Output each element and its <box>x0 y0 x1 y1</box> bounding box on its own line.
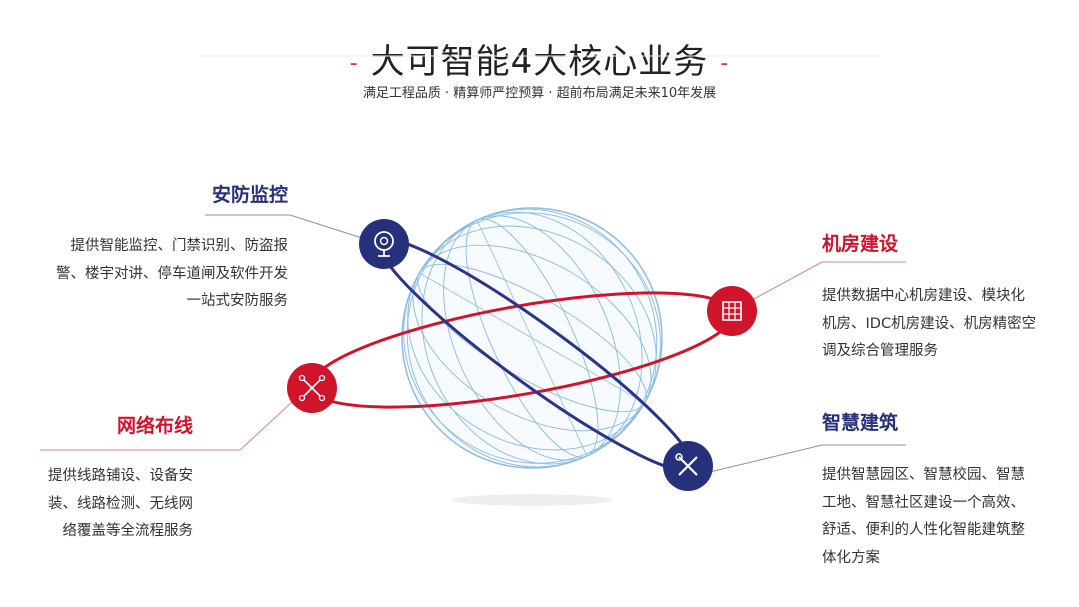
desc-line: 装、线路检测、无线网 <box>48 495 193 512</box>
webcam-icon[interactable] <box>359 219 409 269</box>
connector-cabling <box>40 401 293 451</box>
service-title-security: 安防监控 <box>211 184 288 206</box>
desc-line: 警、楼宇对讲、停车道闸及软件开发 <box>56 265 288 282</box>
building-icon[interactable] <box>707 286 757 336</box>
service-desc-security: 提供智能监控、门禁识别、防盗报 警、楼宇对讲、停车道闸及软件开发 一站式安防服务 <box>20 233 288 316</box>
desc-line: 工地、智慧社区建设一个高效、 <box>822 494 1025 511</box>
desc-line: 络覆盖等全流程服务 <box>62 523 194 539</box>
desc-line: 提供智能监控、门禁识别、防盗报 <box>70 238 289 254</box>
service-desc-datacenter: 提供数据中心机房建设、模块化 机房、IDC机房建设、机房精密空 调及综合管理服务 <box>822 283 1072 366</box>
service-desc-building: 提供智慧园区、智慧校园、智慧 工地、智慧社区建设一个高效、 舒适、便利的人性化智… <box>822 462 1072 572</box>
desc-line: 调及综合管理服务 <box>822 343 938 359</box>
globe-line <box>406 208 658 468</box>
service-title-cabling: 网络布线 <box>116 415 193 437</box>
globe-shadow <box>452 494 612 506</box>
page-title: - 大可智能4大核心业务 - <box>0 34 1079 83</box>
network-icon[interactable] <box>287 363 337 413</box>
desc-line: 体化方案 <box>822 549 880 566</box>
title-dash-left: - <box>349 51 359 76</box>
service-desc-cabling: 提供线路铺设、设备安 装、线路检测、无线网 络覆盖等全流程服务 <box>20 463 193 546</box>
service-title-datacenter: 机房建设 <box>822 233 899 255</box>
tools-icon[interactable] <box>663 441 713 491</box>
desc-line: 舒适、便利的人性化智能建筑整 <box>822 522 1025 538</box>
service-title-building: 智慧建筑 <box>822 412 899 434</box>
title-dash-right: - <box>720 51 730 76</box>
connector-building <box>709 444 906 473</box>
desc-line: 一站式安防服务 <box>186 293 289 309</box>
wireframe-globe <box>401 207 663 469</box>
desc-line: 提供智慧园区、智慧校园、智慧 <box>822 467 1025 483</box>
connector-security <box>205 214 363 239</box>
desc-line: 机房、IDC机房建设、机房精密空 <box>822 315 1037 332</box>
title-text: 大可智能4大核心业务 <box>370 42 709 82</box>
desc-line: 提供线路铺设、设备安 <box>48 468 193 484</box>
desc-line: 提供数据中心机房建设、模块化 <box>822 288 1025 304</box>
page-subtitle: 满足工程品质 · 精算师严控预算 · 超前布局满足未来10年发展 <box>362 86 717 101</box>
connector-datacenter <box>751 261 906 301</box>
